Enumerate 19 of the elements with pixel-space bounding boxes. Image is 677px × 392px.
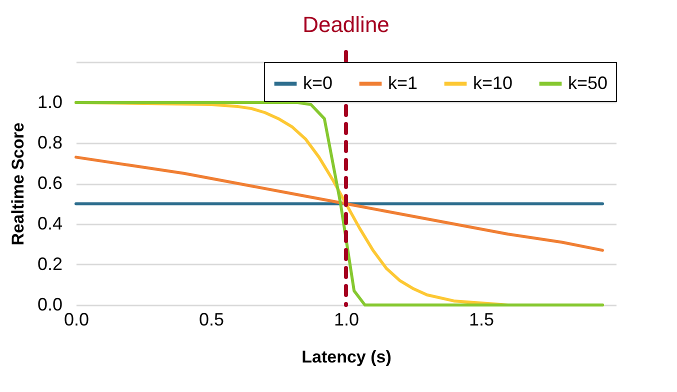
x-tick-label: 1.0 bbox=[334, 310, 360, 330]
ref-line-label: Deadline bbox=[302, 12, 390, 37]
x-tick-label: 0.5 bbox=[198, 310, 224, 330]
legend-label: k=10 bbox=[473, 72, 513, 93]
y-tick-label: 0.0 bbox=[37, 294, 62, 314]
legend-label: k=50 bbox=[568, 72, 608, 93]
x-tick-label: 1.5 bbox=[468, 310, 494, 330]
x-tick-label: 0.0 bbox=[64, 310, 90, 330]
y-tick-label: 0.2 bbox=[37, 254, 62, 274]
legend-label: k=1 bbox=[388, 72, 418, 93]
line-series bbox=[74, 101, 604, 306]
legend-label: k=0 bbox=[303, 72, 333, 93]
y-tick-label: 0.4 bbox=[37, 214, 62, 234]
y-tick-label: 1.0 bbox=[37, 92, 62, 112]
line-series bbox=[74, 156, 604, 252]
y-tick-label: 0.6 bbox=[37, 173, 62, 193]
x-axis-title: Latency (s) bbox=[302, 348, 392, 366]
y-axis-title: Realtime Score bbox=[8, 122, 28, 246]
y-tick-label: 0.8 bbox=[37, 132, 62, 152]
